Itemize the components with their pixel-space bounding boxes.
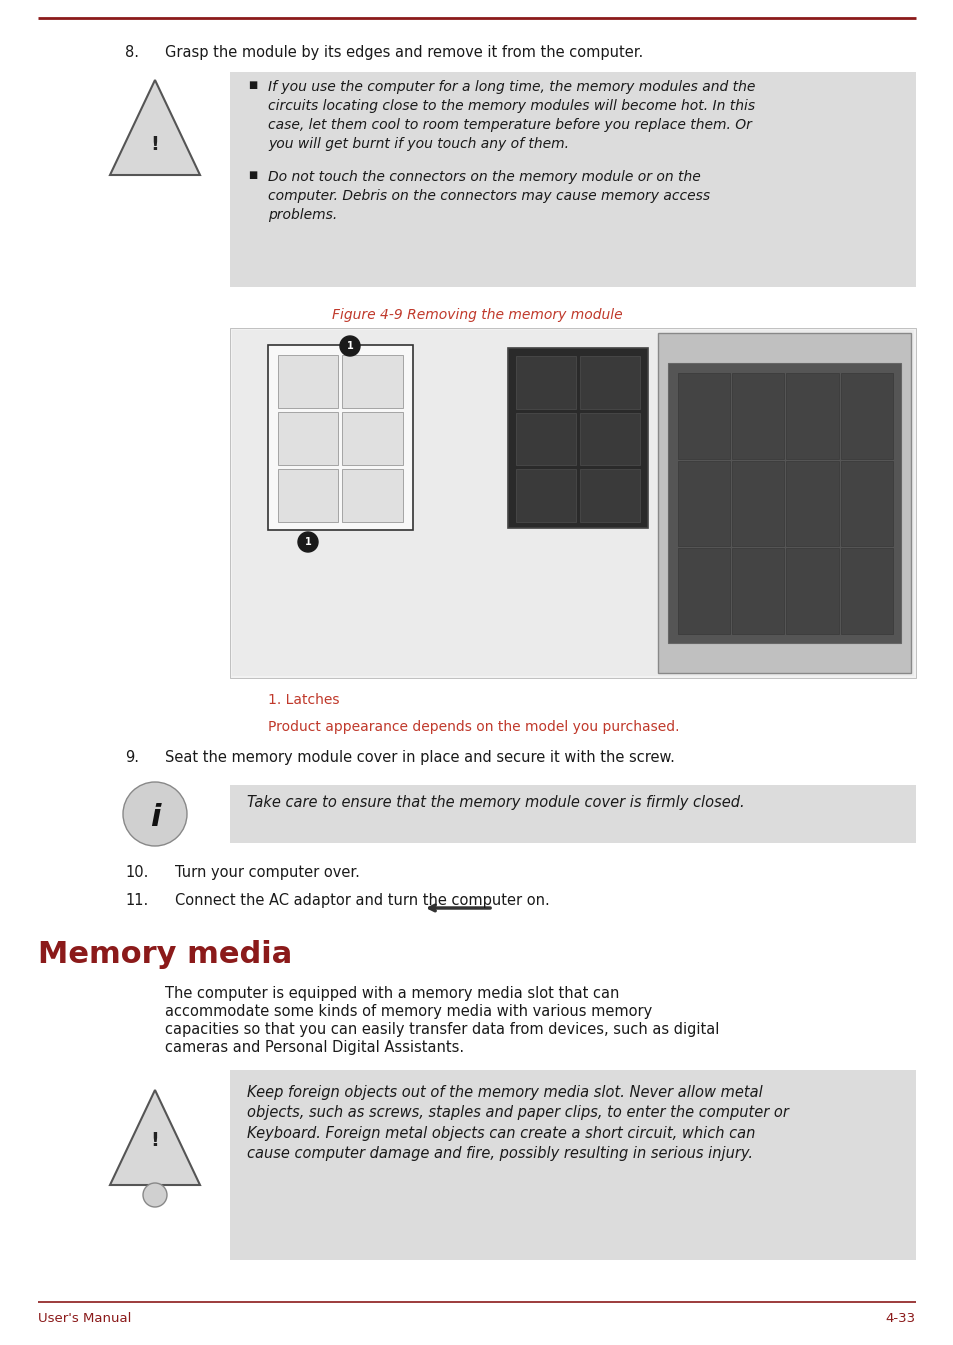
FancyBboxPatch shape [785, 373, 838, 459]
FancyBboxPatch shape [678, 549, 729, 633]
Text: cameras and Personal Digital Assistants.: cameras and Personal Digital Assistants. [165, 1040, 464, 1054]
FancyBboxPatch shape [732, 549, 783, 633]
Circle shape [123, 781, 187, 846]
FancyBboxPatch shape [667, 363, 900, 643]
FancyBboxPatch shape [840, 549, 892, 633]
FancyBboxPatch shape [840, 373, 892, 459]
Text: !: ! [151, 136, 159, 155]
Text: Product appearance depends on the model you purchased.: Product appearance depends on the model … [268, 720, 679, 734]
Text: !: ! [151, 1131, 159, 1150]
Text: 11.: 11. [125, 893, 148, 908]
Circle shape [297, 533, 317, 551]
FancyBboxPatch shape [678, 373, 729, 459]
FancyBboxPatch shape [230, 73, 915, 286]
Polygon shape [110, 1089, 200, 1185]
FancyBboxPatch shape [232, 330, 913, 677]
Text: Turn your computer over.: Turn your computer over. [174, 865, 359, 880]
FancyBboxPatch shape [658, 334, 910, 672]
FancyBboxPatch shape [516, 413, 576, 465]
Circle shape [143, 1184, 167, 1206]
FancyBboxPatch shape [579, 469, 639, 522]
Text: 1: 1 [346, 342, 353, 351]
Text: 8.: 8. [125, 44, 139, 61]
Text: Memory media: Memory media [38, 940, 292, 968]
Text: User's Manual: User's Manual [38, 1311, 132, 1325]
FancyBboxPatch shape [277, 412, 338, 465]
FancyBboxPatch shape [277, 469, 338, 522]
Text: 9.: 9. [125, 751, 139, 765]
Text: capacities so that you can easily transfer data from devices, such as digital: capacities so that you can easily transf… [165, 1022, 719, 1037]
FancyBboxPatch shape [516, 469, 576, 522]
FancyBboxPatch shape [732, 373, 783, 459]
Text: ■: ■ [248, 169, 257, 180]
FancyBboxPatch shape [277, 355, 338, 408]
Text: Grasp the module by its edges and remove it from the computer.: Grasp the module by its edges and remove… [165, 44, 642, 61]
FancyBboxPatch shape [678, 461, 729, 546]
FancyBboxPatch shape [342, 355, 402, 408]
Circle shape [339, 336, 359, 356]
FancyBboxPatch shape [342, 469, 402, 522]
FancyBboxPatch shape [579, 356, 639, 409]
Text: Keep foreign objects out of the memory media slot. Never allow metal
objects, su: Keep foreign objects out of the memory m… [247, 1085, 788, 1161]
Text: Figure 4-9 Removing the memory module: Figure 4-9 Removing the memory module [332, 308, 621, 321]
FancyBboxPatch shape [516, 356, 576, 409]
FancyBboxPatch shape [230, 785, 915, 843]
FancyBboxPatch shape [785, 549, 838, 633]
Text: i: i [150, 803, 160, 831]
Text: 4-33: 4-33 [885, 1311, 915, 1325]
FancyBboxPatch shape [268, 346, 413, 530]
FancyBboxPatch shape [342, 412, 402, 465]
Text: Take care to ensure that the memory module cover is firmly closed.: Take care to ensure that the memory modu… [247, 795, 744, 810]
FancyBboxPatch shape [579, 413, 639, 465]
FancyBboxPatch shape [732, 461, 783, 546]
Text: 1. Latches: 1. Latches [268, 693, 339, 707]
Text: Connect the AC adaptor and turn the computer on.: Connect the AC adaptor and turn the comp… [174, 893, 549, 908]
Text: ■: ■ [248, 79, 257, 90]
FancyBboxPatch shape [230, 1071, 915, 1260]
FancyBboxPatch shape [230, 328, 915, 678]
Text: Do not touch the connectors on the memory module or on the
computer. Debris on t: Do not touch the connectors on the memor… [268, 169, 709, 222]
Text: 1: 1 [304, 537, 311, 547]
Text: accommodate some kinds of memory media with various memory: accommodate some kinds of memory media w… [165, 1003, 652, 1020]
FancyBboxPatch shape [840, 461, 892, 546]
FancyBboxPatch shape [785, 461, 838, 546]
Text: If you use the computer for a long time, the memory modules and the
circuits loc: If you use the computer for a long time,… [268, 79, 755, 151]
FancyBboxPatch shape [507, 348, 647, 529]
Text: 10.: 10. [125, 865, 149, 880]
Text: The computer is equipped with a memory media slot that can: The computer is equipped with a memory m… [165, 986, 618, 1001]
Text: Seat the memory module cover in place and secure it with the screw.: Seat the memory module cover in place an… [165, 751, 674, 765]
Polygon shape [110, 79, 200, 175]
